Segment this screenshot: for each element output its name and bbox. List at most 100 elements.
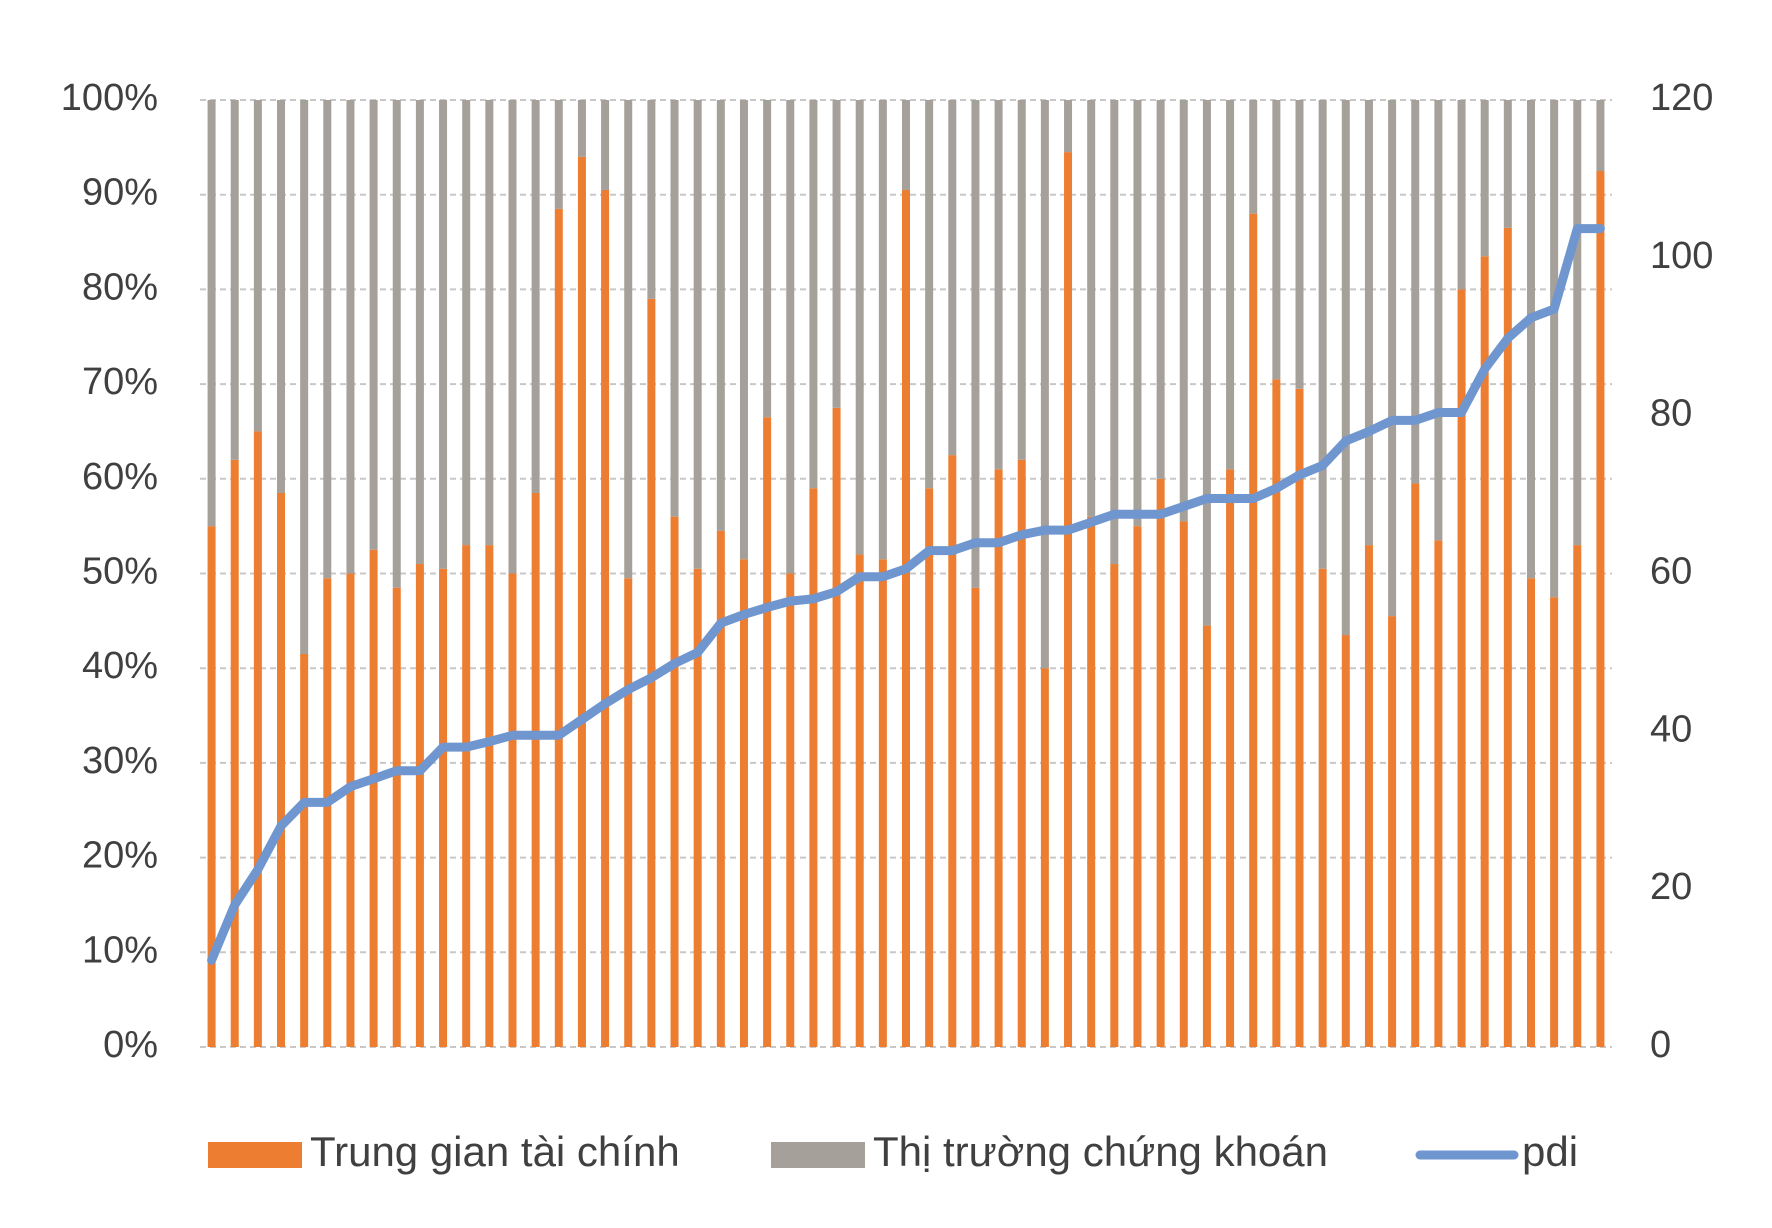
bar-segment bbox=[601, 189, 610, 1048]
legend-swatch bbox=[208, 1142, 302, 1168]
bar-segment bbox=[415, 100, 424, 565]
bar-segment bbox=[1249, 100, 1258, 214]
bar-segment bbox=[323, 578, 332, 1047]
bar-segment bbox=[439, 100, 448, 569]
bar-segment bbox=[878, 100, 887, 560]
bar-segment bbox=[253, 431, 262, 1047]
legend-label: Trung gian tài chính bbox=[310, 1128, 680, 1175]
bar-segment bbox=[1550, 100, 1559, 598]
bar-segment bbox=[369, 549, 378, 1047]
bar-segment bbox=[392, 587, 401, 1047]
bar-segment bbox=[346, 100, 355, 574]
bar-segment bbox=[1503, 100, 1512, 228]
bar-segment bbox=[369, 100, 378, 550]
bar-segment bbox=[1480, 100, 1489, 257]
y-tick-label: 50% bbox=[82, 551, 158, 593]
bar-segment bbox=[1411, 483, 1420, 1047]
y2-tick-label: 60 bbox=[1650, 551, 1692, 593]
bar-segment bbox=[485, 100, 494, 546]
bar-segment bbox=[809, 488, 818, 1047]
bar-segment bbox=[832, 100, 841, 408]
bar-segment bbox=[739, 559, 748, 1047]
bar-segment bbox=[855, 554, 864, 1047]
bar-segment bbox=[1573, 100, 1582, 546]
bar-segment bbox=[1179, 521, 1188, 1047]
bar-segment bbox=[1434, 540, 1443, 1047]
y2-tick-label: 20 bbox=[1650, 866, 1692, 908]
bar-segment bbox=[624, 578, 633, 1047]
bar-segment bbox=[716, 530, 725, 1047]
bar-segment bbox=[415, 564, 424, 1047]
bar-segment bbox=[1596, 171, 1605, 1047]
bar-segment bbox=[925, 100, 934, 489]
bar-segment bbox=[994, 100, 1003, 470]
bar-segment bbox=[1295, 388, 1304, 1048]
y2-tick-label: 100 bbox=[1650, 235, 1713, 277]
bar-segment bbox=[1526, 100, 1535, 579]
bar-segment bbox=[855, 100, 864, 555]
bar-segment bbox=[508, 573, 517, 1047]
bar-segment bbox=[485, 545, 494, 1047]
bar-segment bbox=[230, 459, 239, 1047]
bar-segment bbox=[1202, 625, 1211, 1047]
y-tick-label: 0% bbox=[103, 1024, 158, 1066]
bar-segment bbox=[716, 100, 725, 531]
bar-segment bbox=[1318, 568, 1327, 1047]
y-tick-label: 40% bbox=[82, 645, 158, 687]
bar-segment bbox=[1064, 152, 1073, 1047]
y-tick-label: 10% bbox=[82, 929, 158, 971]
bar-segment bbox=[531, 493, 540, 1047]
bar-segment bbox=[1133, 100, 1142, 527]
bar-segment bbox=[1411, 100, 1420, 484]
bar-segment bbox=[1249, 213, 1258, 1047]
bar-segment bbox=[323, 100, 332, 579]
bar-segment bbox=[531, 100, 540, 494]
y-tick-label: 100% bbox=[61, 77, 158, 119]
bar-segment bbox=[994, 469, 1003, 1048]
y2-tick-label: 0 bbox=[1650, 1024, 1671, 1066]
bar-segment bbox=[392, 100, 401, 588]
bar-segment bbox=[1110, 564, 1119, 1047]
y-tick-label: 80% bbox=[82, 266, 158, 308]
bar-segment bbox=[577, 156, 586, 1047]
bar-segment bbox=[1087, 100, 1096, 517]
bar-segment bbox=[1573, 545, 1582, 1047]
bar-segment bbox=[693, 100, 702, 569]
bar-segment bbox=[1017, 100, 1026, 460]
bar-segment bbox=[277, 100, 286, 494]
bar-segment bbox=[1179, 100, 1188, 522]
bar-segment bbox=[1318, 100, 1327, 569]
bar-segment bbox=[253, 100, 262, 432]
legend-swatch bbox=[771, 1142, 865, 1168]
y-tick-label: 90% bbox=[82, 172, 158, 214]
bar-segment bbox=[1364, 545, 1373, 1047]
bar-segment bbox=[1341, 100, 1350, 636]
y2-tick-label: 40 bbox=[1650, 708, 1692, 750]
bar-segment bbox=[670, 100, 679, 517]
bar-segment bbox=[1064, 100, 1073, 153]
bar-segment bbox=[554, 100, 563, 209]
bar-segment bbox=[1226, 100, 1235, 470]
bar-segment bbox=[300, 100, 309, 654]
y-tick-label: 70% bbox=[82, 361, 158, 403]
legend-label: pdi bbox=[1522, 1128, 1578, 1175]
bar-segment bbox=[439, 568, 448, 1047]
bar-segment bbox=[1503, 227, 1512, 1048]
bar-segment bbox=[1550, 597, 1559, 1047]
bar-segment bbox=[577, 100, 586, 157]
bar-segment bbox=[1133, 526, 1142, 1047]
bar-segment bbox=[832, 407, 841, 1047]
bar-segment bbox=[1272, 100, 1281, 380]
bar-segment bbox=[1388, 616, 1397, 1047]
bar-segment bbox=[1388, 100, 1397, 617]
y2-tick-label: 120 bbox=[1650, 77, 1713, 119]
bar-segment bbox=[971, 100, 980, 588]
bar-segment bbox=[902, 100, 910, 190]
bar-segment bbox=[300, 653, 309, 1047]
bar-segment bbox=[670, 516, 679, 1047]
bar-segment bbox=[1202, 100, 1211, 626]
y-tick-label: 20% bbox=[82, 835, 158, 877]
bar-segment bbox=[1226, 469, 1235, 1048]
y2-tick-label: 80 bbox=[1650, 393, 1692, 435]
